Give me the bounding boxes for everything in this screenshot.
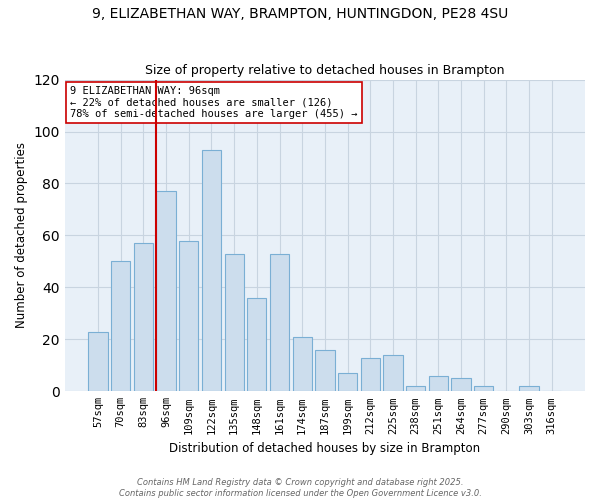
Bar (224, 254, 244, 392)
Bar (157, 192, 176, 392)
Bar (315, 350, 335, 392)
Bar (111, 262, 130, 392)
Bar (451, 378, 470, 392)
Bar (247, 298, 266, 392)
X-axis label: Distribution of detached houses by size in Brampton: Distribution of detached houses by size … (169, 442, 481, 455)
Bar (338, 373, 357, 392)
Bar (428, 376, 448, 392)
Bar (293, 336, 312, 392)
Bar (361, 358, 380, 392)
Bar (179, 240, 199, 392)
Bar (474, 386, 493, 392)
Text: 9, ELIZABETHAN WAY, BRAMPTON, HUNTINGDON, PE28 4SU: 9, ELIZABETHAN WAY, BRAMPTON, HUNTINGDON… (92, 8, 508, 22)
Bar (88, 332, 108, 392)
Title: Size of property relative to detached houses in Brampton: Size of property relative to detached ho… (145, 64, 505, 77)
Bar (406, 386, 425, 392)
Bar (202, 150, 221, 392)
Bar (270, 254, 289, 392)
Bar (134, 243, 153, 392)
Text: 9 ELIZABETHAN WAY: 96sqm
← 22% of detached houses are smaller (126)
78% of semi-: 9 ELIZABETHAN WAY: 96sqm ← 22% of detach… (70, 86, 358, 119)
Bar (520, 386, 539, 392)
Bar (383, 355, 403, 392)
Y-axis label: Number of detached properties: Number of detached properties (15, 142, 28, 328)
Text: Contains HM Land Registry data © Crown copyright and database right 2025.
Contai: Contains HM Land Registry data © Crown c… (119, 478, 481, 498)
